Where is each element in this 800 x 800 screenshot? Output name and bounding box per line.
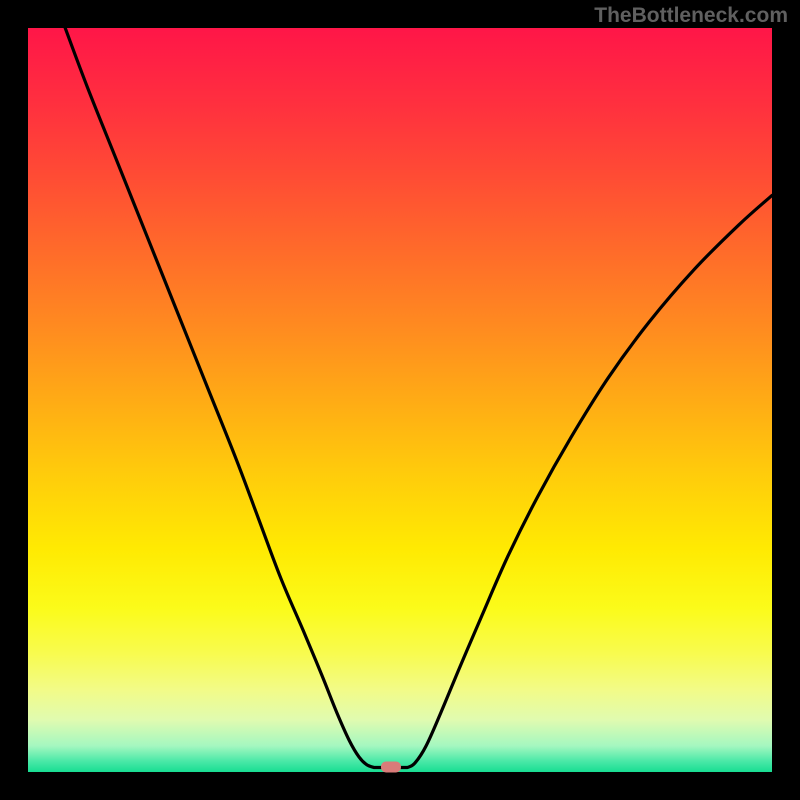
plot-area bbox=[28, 28, 772, 772]
optimal-point-marker bbox=[381, 761, 401, 772]
watermark-text: TheBottleneck.com bbox=[594, 4, 788, 28]
bottleneck-curve bbox=[28, 28, 772, 772]
chart-container: TheBottleneck.com bbox=[0, 0, 800, 800]
